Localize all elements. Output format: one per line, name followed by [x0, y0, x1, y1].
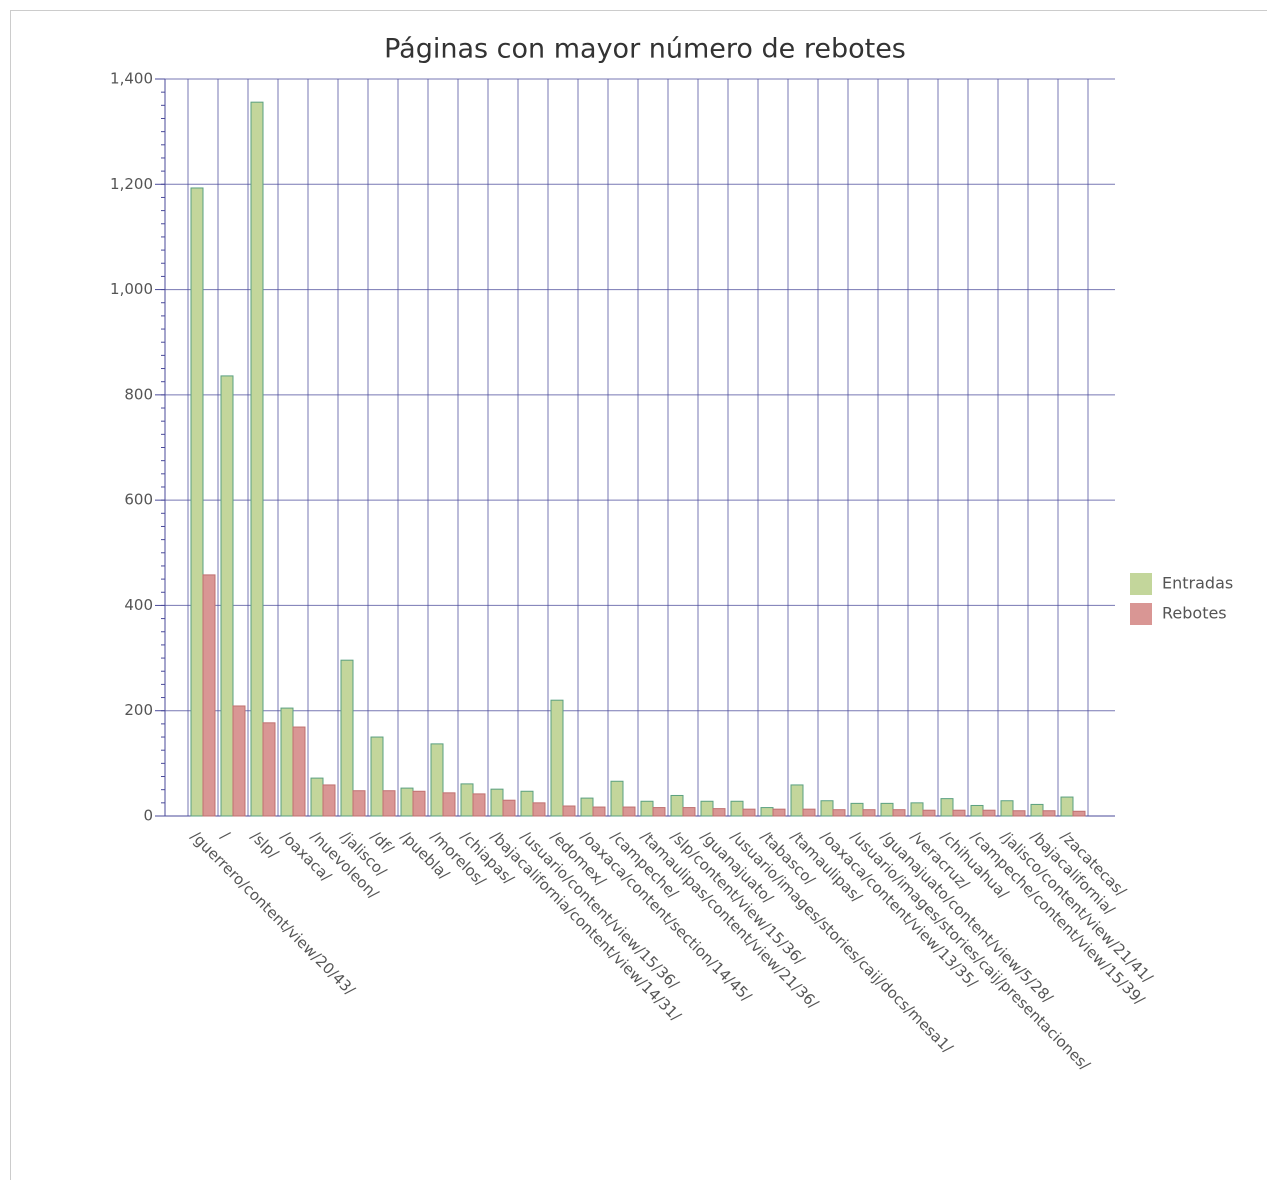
legend-label: Entradas	[1162, 574, 1233, 593]
bar	[881, 803, 893, 816]
bar	[923, 810, 935, 816]
bar	[653, 808, 665, 816]
y-tick-label: 200	[124, 701, 153, 719]
bar	[383, 791, 395, 816]
legend-label: Rebotes	[1162, 604, 1227, 623]
bar	[1001, 801, 1013, 816]
bar	[293, 727, 305, 816]
bar	[833, 810, 845, 816]
bar	[803, 809, 815, 816]
chart-title: Páginas con mayor número de rebotes	[384, 34, 906, 65]
bar	[191, 188, 203, 816]
bar	[1013, 811, 1025, 816]
bar	[611, 781, 623, 816]
y-tick-label: 1,200	[110, 175, 153, 193]
bar	[713, 809, 725, 816]
bar	[461, 784, 473, 816]
bar	[311, 778, 323, 816]
bar	[941, 799, 953, 816]
bar	[221, 376, 233, 816]
bar	[953, 810, 965, 816]
bar	[1031, 804, 1043, 816]
bar	[491, 789, 503, 816]
bar	[431, 744, 443, 816]
bar	[593, 807, 605, 816]
bar	[503, 800, 515, 816]
y-tick-label: 1,400	[110, 70, 153, 88]
bar	[671, 795, 683, 816]
legend-swatch	[1130, 603, 1152, 625]
bar	[701, 801, 713, 816]
bar	[743, 809, 755, 816]
bar	[533, 803, 545, 816]
bar	[563, 806, 575, 816]
bar	[353, 791, 365, 816]
y-tick-label: 400	[124, 596, 153, 614]
bar	[893, 810, 905, 816]
y-tick-label: 600	[124, 491, 153, 509]
bar	[683, 808, 695, 816]
bar	[443, 793, 455, 816]
bar	[731, 801, 743, 816]
bar	[341, 660, 353, 816]
bar	[401, 788, 413, 816]
bar	[263, 723, 275, 816]
bar	[551, 700, 563, 816]
bar	[791, 785, 803, 816]
bar	[281, 708, 293, 816]
bar	[983, 810, 995, 816]
bar	[971, 805, 983, 816]
y-tick-label: 0	[143, 807, 153, 825]
bar	[821, 801, 833, 816]
bar	[1073, 811, 1085, 816]
bar	[863, 810, 875, 816]
bar	[1043, 811, 1055, 816]
bar	[473, 794, 485, 816]
bar	[911, 803, 923, 816]
bar	[641, 801, 653, 816]
bar	[1061, 797, 1073, 816]
bar	[413, 791, 425, 816]
bar	[773, 809, 785, 816]
y-tick-label: 800	[124, 385, 153, 403]
legend-swatch	[1130, 573, 1152, 595]
bar	[521, 791, 533, 816]
bar	[371, 737, 383, 816]
bar	[251, 102, 263, 816]
bar	[323, 785, 335, 816]
y-tick-label: 1,000	[110, 280, 153, 298]
bar	[761, 808, 773, 816]
bar	[851, 803, 863, 816]
bar	[581, 798, 593, 816]
bar	[623, 807, 635, 816]
bar	[233, 706, 245, 816]
bar	[203, 575, 215, 816]
